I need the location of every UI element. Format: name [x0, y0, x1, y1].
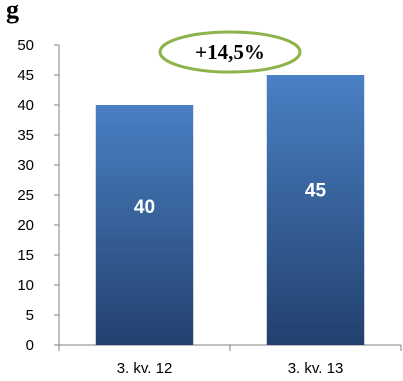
bar-data-label: 45	[305, 181, 327, 202]
y-tick-label: 50	[17, 37, 34, 54]
bar	[95, 105, 194, 345]
y-tick-label: 30	[17, 157, 34, 174]
y-tick-label: 15	[17, 247, 34, 264]
chart-title-fragment: g	[6, 0, 19, 24]
bar	[266, 75, 365, 345]
callout-ellipse	[158, 30, 302, 74]
y-tick-label: 45	[17, 67, 34, 84]
x-axis: 3. kv. 12 3. kv. 13	[58, 344, 402, 377]
x-category-label: 3. kv. 12	[117, 360, 173, 377]
growth-callout: +14,5%	[158, 30, 302, 74]
y-axis: 0 5 10 15 20 25 30 35 40 45 50	[17, 37, 60, 354]
bars: 40 45	[95, 75, 365, 345]
y-tick-label: 5	[26, 307, 34, 324]
callout-text: +14,5%	[195, 40, 265, 64]
x-category-label: 3. kv. 13	[288, 360, 344, 377]
y-tick-label: 35	[17, 127, 34, 144]
bar-data-label: 40	[134, 197, 155, 218]
y-tick-label: 25	[17, 187, 34, 204]
y-tick-label: 10	[17, 277, 34, 294]
y-tick-label: 20	[17, 217, 34, 234]
y-tick-label: 0	[26, 337, 34, 354]
y-tick-label: 40	[17, 97, 34, 114]
